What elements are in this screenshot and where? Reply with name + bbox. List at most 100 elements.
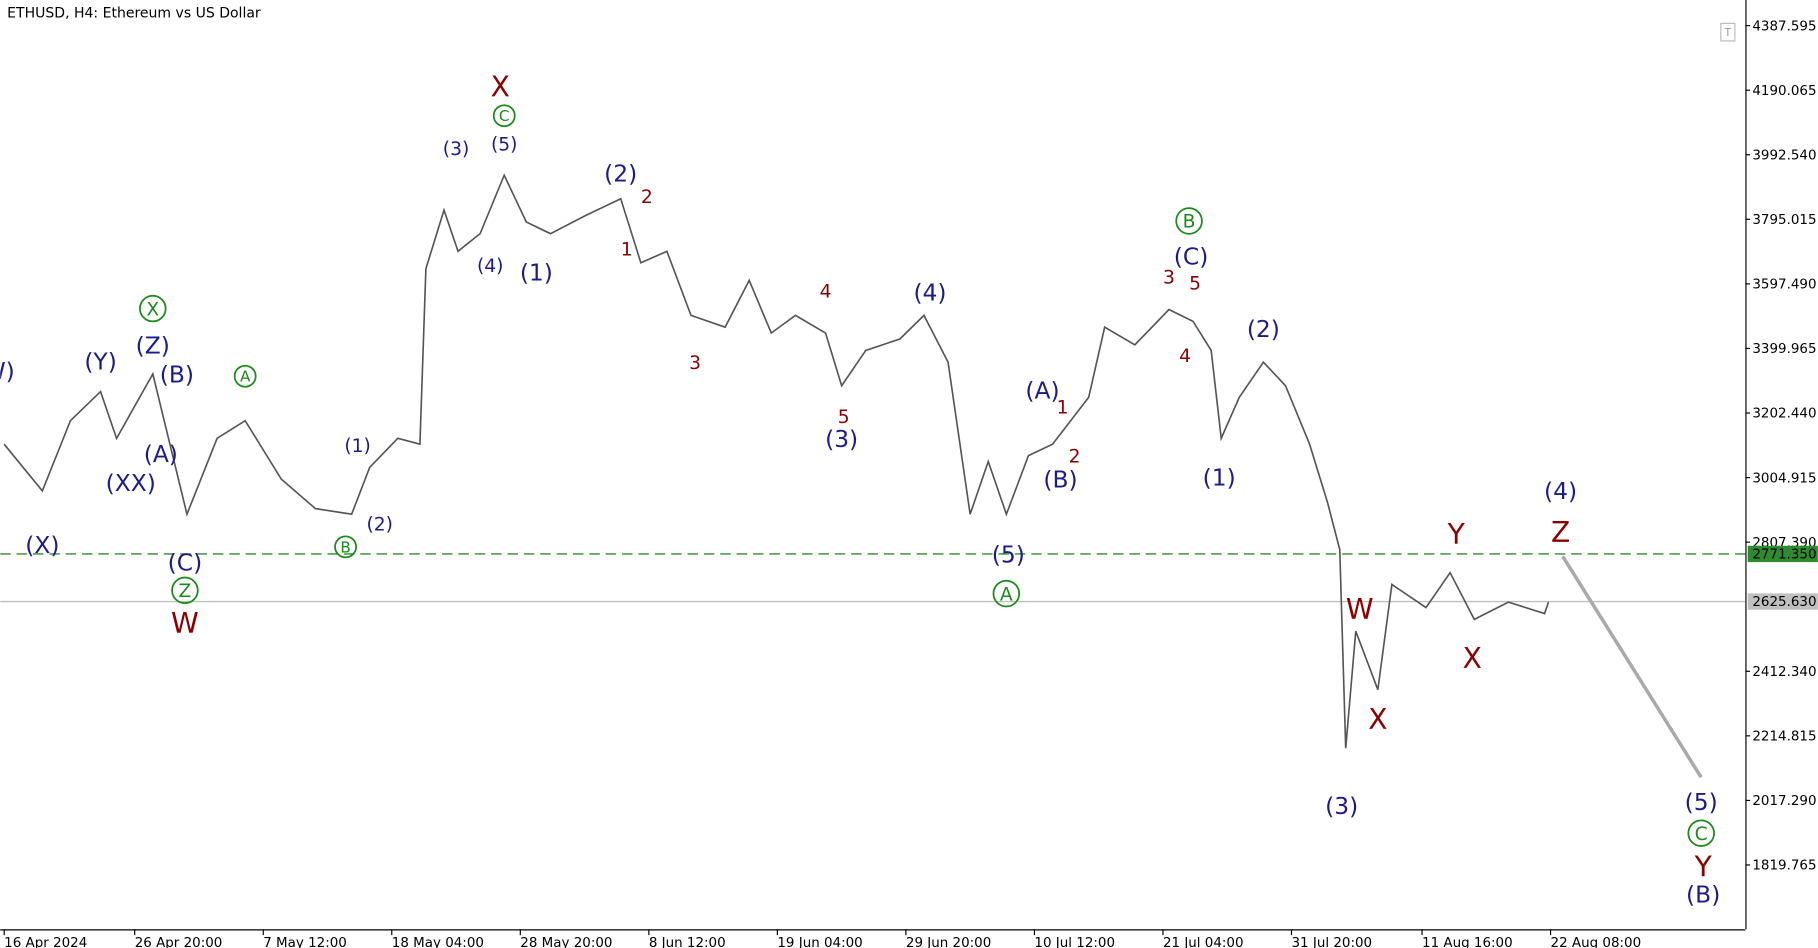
wave-label: Y xyxy=(1694,850,1713,883)
y-tick-label: 3004.915 xyxy=(1752,471,1816,486)
wave-label: C xyxy=(1695,824,1708,845)
wave-label: (XX) xyxy=(106,469,156,497)
wave-label: (A) xyxy=(1025,377,1059,405)
wave-label: (W) xyxy=(0,357,15,385)
y-tick-label: 2412.340 xyxy=(1752,665,1816,680)
price-tag-label: 2625.630 xyxy=(1752,595,1816,610)
wave-circle xyxy=(1687,819,1715,847)
wave-label: (1) xyxy=(1203,463,1236,491)
wave-label: A xyxy=(240,368,251,386)
wave-label: 1 xyxy=(1057,397,1069,418)
forecast-line xyxy=(1561,555,1703,779)
price-tag xyxy=(1747,593,1818,610)
wave-label: (5) xyxy=(992,540,1025,568)
x-tick-label: 19 Jun 04:00 xyxy=(777,936,862,948)
wave-label: X xyxy=(491,70,510,103)
wave-label: (3) xyxy=(1325,792,1358,820)
x-tick-label: 10 Jul 12:00 xyxy=(1034,936,1115,948)
wave-label: W xyxy=(171,607,199,640)
wave-circle xyxy=(992,579,1021,608)
x-tick-label: 11 Aug 16:00 xyxy=(1422,936,1513,948)
price-line xyxy=(3,173,1550,749)
wave-label: B xyxy=(340,538,350,556)
y-tick-label: 4190.065 xyxy=(1752,84,1816,99)
wave-label: (Y) xyxy=(84,348,117,376)
wave-label: X xyxy=(1368,703,1387,736)
wave-label: C xyxy=(499,107,510,125)
wave-label: 4 xyxy=(820,282,832,303)
price-tag-label: 2771.350 xyxy=(1752,548,1816,563)
x-tick-label: 22 Aug 08:00 xyxy=(1551,936,1642,948)
toolbar-icon-glyph[interactable]: T xyxy=(1724,27,1732,39)
wave-label: 2 xyxy=(1069,446,1081,467)
wave-label: A xyxy=(1000,584,1013,605)
wave-label: Y xyxy=(1447,518,1466,551)
x-tick-label: 16 Apr 2024 xyxy=(4,936,87,948)
wave-label: (B) xyxy=(1043,466,1077,494)
wave-label: (2) xyxy=(604,159,637,187)
x-tick-label: 28 May 20:00 xyxy=(520,936,612,948)
y-tick-label: 3597.490 xyxy=(1752,278,1816,293)
wave-label: 4 xyxy=(1179,346,1191,367)
plot-area: (W)(Y)(Z)X(B)(A)(XX)(X)(C)ZWA(1)(2)BXC(5… xyxy=(0,70,1746,908)
wave-label: (B) xyxy=(160,360,194,388)
wave-circle xyxy=(171,576,199,605)
y-tick-label: 3795.015 xyxy=(1752,213,1816,228)
wave-circle xyxy=(334,535,357,559)
toolbar-icon[interactable] xyxy=(1720,22,1736,42)
wave-label: 3 xyxy=(1163,268,1175,289)
x-tick-label: 7 May 12:00 xyxy=(263,936,347,948)
wave-circle xyxy=(139,294,167,323)
x-tick-label: 21 Jul 04:00 xyxy=(1163,936,1244,948)
chart-title: ETHUSD, H4: Ethereum vs US Dollar xyxy=(7,6,261,22)
wave-label: (1) xyxy=(344,436,370,457)
y-tick-label: 3992.540 xyxy=(1752,148,1816,163)
x-tick-label: 18 May 04:00 xyxy=(392,936,484,948)
y-tick-label: 2214.815 xyxy=(1752,730,1816,745)
wave-label: (C) xyxy=(1174,242,1209,270)
x-tick-label: 31 Jul 20:00 xyxy=(1291,936,1372,948)
wave-label: (2) xyxy=(1247,315,1280,343)
wave-label: (4) xyxy=(913,279,946,307)
y-tick-label: 4387.595 xyxy=(1752,19,1816,34)
price-tag xyxy=(1747,545,1818,563)
wave-label: (3) xyxy=(825,425,858,453)
axes: 4387.595 4190.065 3992.540 3795.015 3597.490… xyxy=(3,19,1818,948)
wave-label: 3 xyxy=(689,353,701,374)
wave-label: (1) xyxy=(520,259,553,287)
wave-label: W xyxy=(1346,593,1374,626)
wave-label: 1 xyxy=(621,239,633,260)
wave-label: 5 xyxy=(1189,273,1201,294)
wave-label: Z xyxy=(1551,516,1570,549)
wave-label: (5) xyxy=(491,135,517,156)
wave-circle xyxy=(1175,207,1203,235)
wave-label: Z xyxy=(179,581,192,602)
wave-label: (5) xyxy=(1685,788,1718,816)
x-tick-label: 29 Jun 20:00 xyxy=(906,936,991,948)
wave-label: 5 xyxy=(838,407,850,428)
wave-circle xyxy=(233,364,257,388)
wave-circle xyxy=(492,104,516,128)
y-tick-label: 3399.965 xyxy=(1752,342,1816,357)
wave-label: (B) xyxy=(1686,880,1720,908)
x-tick-label: 26 Apr 20:00 xyxy=(135,936,223,948)
wave-label: (3) xyxy=(443,139,469,160)
wave-label: B xyxy=(1183,212,1196,233)
wave-label: 2 xyxy=(641,187,653,208)
wave-label: (A) xyxy=(144,440,178,468)
wave-label: (Z) xyxy=(136,331,170,359)
y-tick-label: 2017.290 xyxy=(1752,794,1816,809)
x-tick-label: 8 Jun 12:00 xyxy=(649,936,726,948)
wave-label: X xyxy=(146,299,159,320)
y-tick-label: 1819.765 xyxy=(1752,859,1816,874)
wave-label: (2) xyxy=(366,514,392,535)
y-tick-label: 3202.440 xyxy=(1752,407,1816,422)
wave-label: (4) xyxy=(1544,477,1577,505)
wave-label: (X) xyxy=(25,531,59,559)
wave-label: (4) xyxy=(477,256,503,277)
wave-label: (C) xyxy=(168,549,203,577)
wave-label: X xyxy=(1463,642,1482,675)
